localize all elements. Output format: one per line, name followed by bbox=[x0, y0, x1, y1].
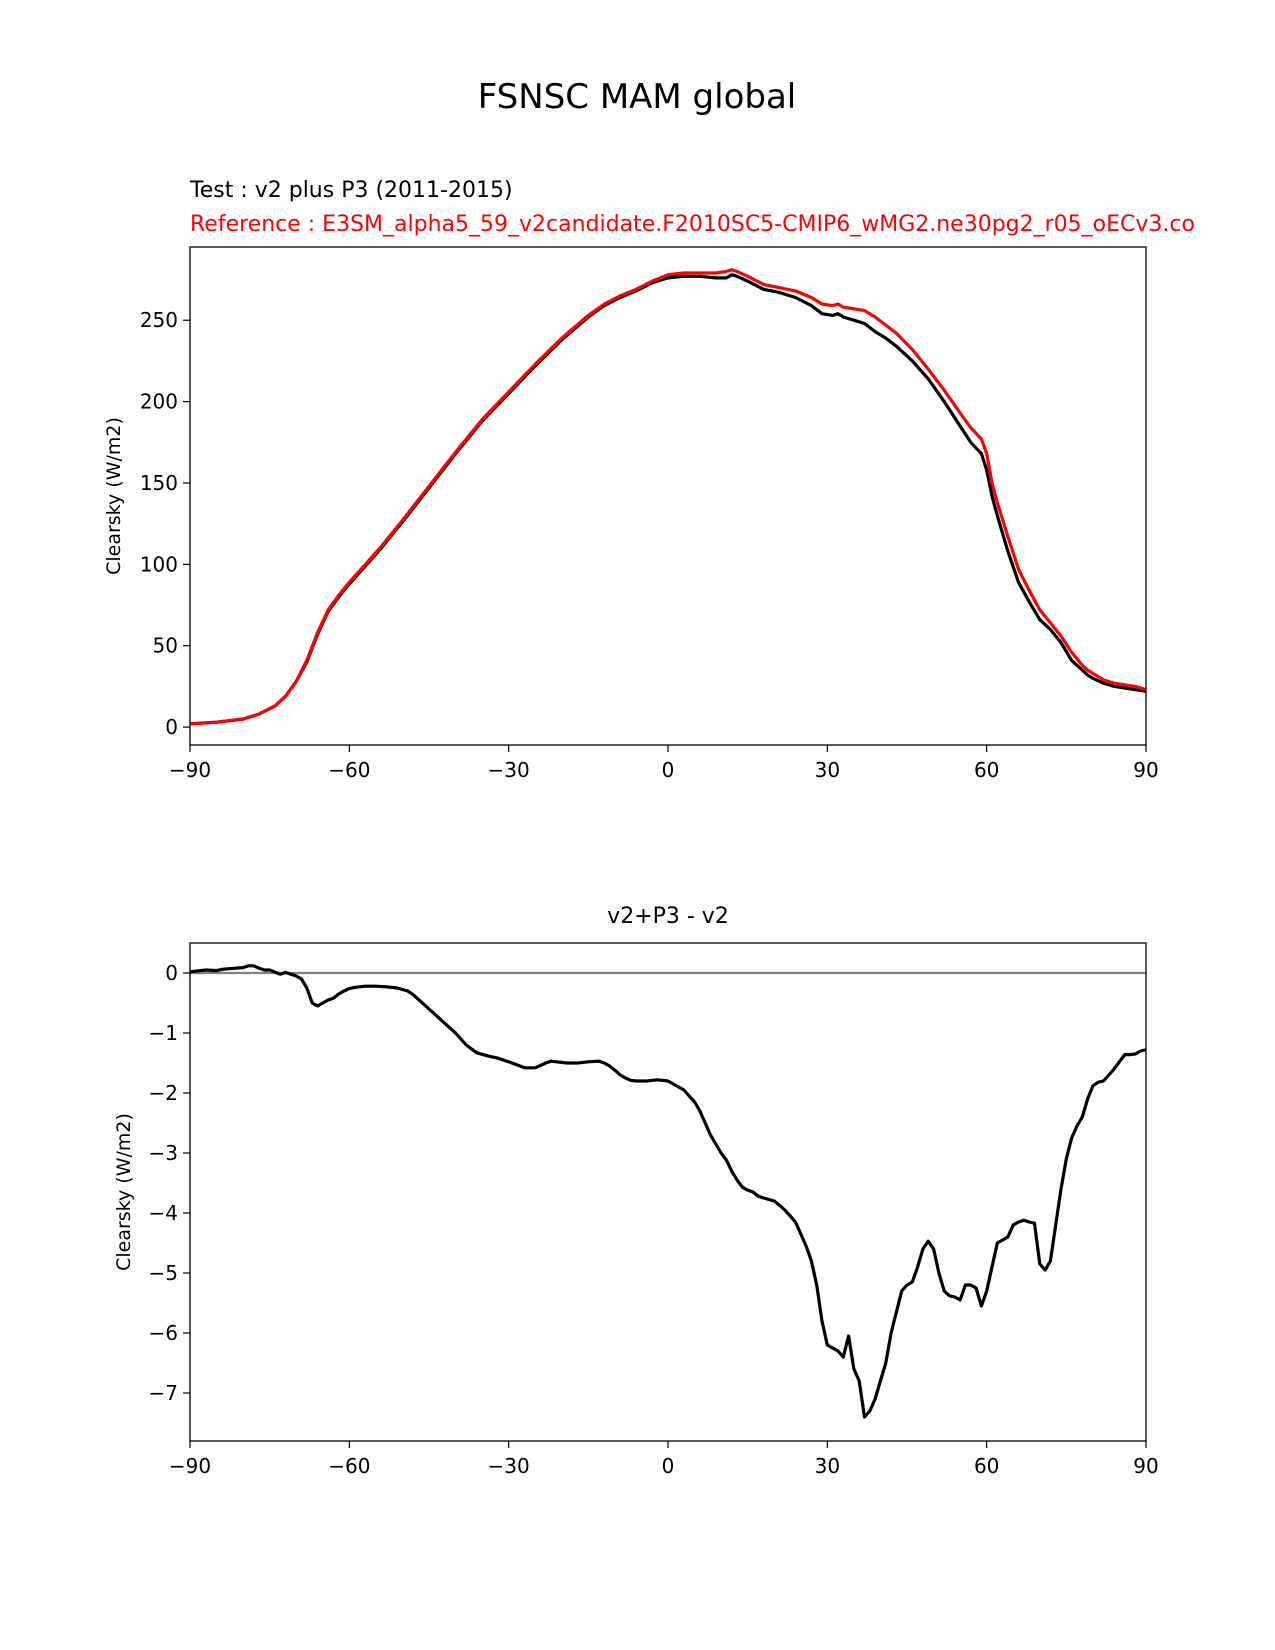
bottom-plot-frame bbox=[189, 942, 1147, 1442]
bottom-y-tick-label: −6 bbox=[149, 1321, 178, 1345]
bottom-y-tick-label: −5 bbox=[149, 1261, 178, 1285]
bottom-x-tick-label: 60 bbox=[974, 1454, 999, 1478]
difference-title: v2+P3 - v2 bbox=[607, 904, 729, 929]
top-x-tick-label: −30 bbox=[488, 758, 530, 782]
reference-series-line bbox=[190, 268, 1146, 726]
bottom-y-tick-label: −7 bbox=[149, 1381, 178, 1405]
top-x-tick-label: 90 bbox=[1133, 758, 1158, 782]
bottom-y-axis-label: Clearsky (W/m2) bbox=[113, 1113, 135, 1271]
reference-label: Reference : E3SM_alpha5_59_v2candidate.F… bbox=[190, 212, 1195, 237]
difference-series-line bbox=[190, 964, 1146, 1419]
top-y-ticks: 0 50 100 150 200 250 bbox=[140, 308, 190, 739]
top-x-ticks: −90 −60 −30 0 30 60 90 bbox=[169, 745, 1159, 782]
bottom-x-tick-label: 90 bbox=[1133, 1454, 1158, 1478]
bottom-y-tick-label: −1 bbox=[149, 1021, 178, 1045]
top-y-tick-label: 150 bbox=[140, 471, 178, 495]
top-x-tick-label: −60 bbox=[328, 758, 370, 782]
bottom-x-tick-label: −60 bbox=[328, 1454, 370, 1478]
top-y-tick-label: 100 bbox=[140, 552, 178, 576]
top-x-tick-label: 0 bbox=[662, 758, 675, 782]
top-x-tick-label: 30 bbox=[815, 758, 840, 782]
top-plot-frame bbox=[189, 246, 1147, 746]
test-series-line bbox=[190, 273, 1146, 726]
top-x-tick-label: 60 bbox=[974, 758, 999, 782]
bottom-x-tick-label: −90 bbox=[169, 1454, 211, 1478]
bottom-y-tick-label: −3 bbox=[149, 1141, 178, 1165]
bottom-series-lines bbox=[190, 964, 1146, 1419]
top-y-tick-label: 200 bbox=[140, 390, 178, 414]
bottom-x-tick-label: 30 bbox=[815, 1454, 840, 1478]
top-y-axis-label: Clearsky (W/m2) bbox=[103, 417, 125, 575]
top-series-lines bbox=[190, 268, 1146, 726]
bottom-x-tick-label: 0 bbox=[662, 1454, 675, 1478]
bottom-x-tick-label: −30 bbox=[488, 1454, 530, 1478]
bottom-y-ticks: 0 −1 −2 −3 −4 −5 −6 −7 bbox=[149, 961, 190, 1405]
top-y-tick-label: 250 bbox=[140, 308, 178, 332]
top-y-tick-label: 0 bbox=[165, 715, 178, 739]
top-x-tick-label: −90 bbox=[169, 758, 211, 782]
top-panel: Test : v2 plus P3 (2011-2015) Reference … bbox=[103, 178, 1195, 782]
bottom-y-tick-label: −2 bbox=[149, 1081, 178, 1105]
figure-suptitle: FSNSC MAM global bbox=[478, 77, 797, 117]
top-y-tick-label: 50 bbox=[153, 634, 178, 658]
test-label: Test : v2 plus P3 (2011-2015) bbox=[189, 178, 513, 203]
bottom-y-tick-label: 0 bbox=[165, 961, 178, 985]
bottom-panel: v2+P3 - v2 Clearsky (W/m2) −90 −60 −30 0 30 6… bbox=[113, 904, 1159, 1478]
bottom-y-tick-label: −4 bbox=[149, 1201, 178, 1225]
bottom-x-ticks: −90 −60 −30 0 30 60 90 bbox=[169, 1441, 1159, 1478]
